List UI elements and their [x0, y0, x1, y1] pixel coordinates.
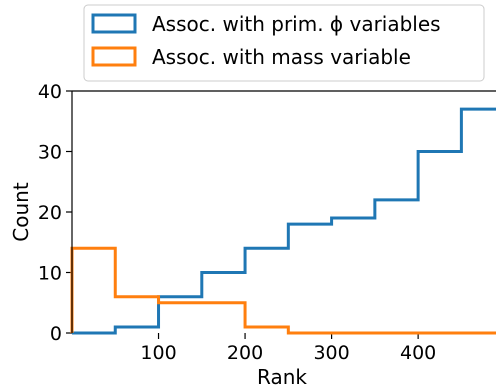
y-tick-label: 20	[38, 202, 62, 224]
x-tick-label: 200	[227, 342, 263, 364]
legend-swatch	[91, 13, 137, 34]
histogram-bin	[461, 109, 496, 333]
y-tick-label: 30	[38, 142, 62, 164]
series-1	[70, 246, 496, 335]
spines	[71, 90, 496, 333]
histogram-step-line	[72, 107, 496, 335]
y-tick-label: 10	[38, 263, 62, 285]
legend-entry-label: Assoc. with mass variable	[152, 45, 411, 69]
legend: Assoc. with prim. ϕ variables Assoc. with…	[83, 4, 485, 82]
histogram-bin	[202, 303, 245, 333]
x-tick-label: 100	[140, 342, 176, 364]
y-tick-label: 40	[38, 81, 62, 103]
x-axis-label: Rank	[257, 365, 307, 389]
histogram-bin	[72, 248, 115, 333]
histogram-bin	[245, 248, 288, 333]
legend-box	[83, 4, 485, 82]
series-0	[72, 107, 496, 335]
histogram-bin	[288, 224, 331, 333]
y-axis-label: Count	[9, 182, 33, 242]
y-tick-label: 0	[50, 323, 62, 345]
histogram-bin	[159, 303, 202, 333]
histogram-step-line	[70, 246, 496, 335]
x-tick-label: 400	[400, 342, 436, 364]
legend-entry-label: Assoc. with prim. ϕ variables	[152, 12, 441, 36]
series-group	[70, 107, 496, 335]
legend-swatch	[91, 46, 137, 67]
x-tick-label: 300	[313, 342, 349, 364]
axes: 100 200 300 400 0 10 20 30 40	[38, 81, 436, 364]
histogram-bin	[418, 152, 461, 334]
histogram-bin	[332, 218, 375, 333]
histogram-bin	[375, 200, 418, 333]
